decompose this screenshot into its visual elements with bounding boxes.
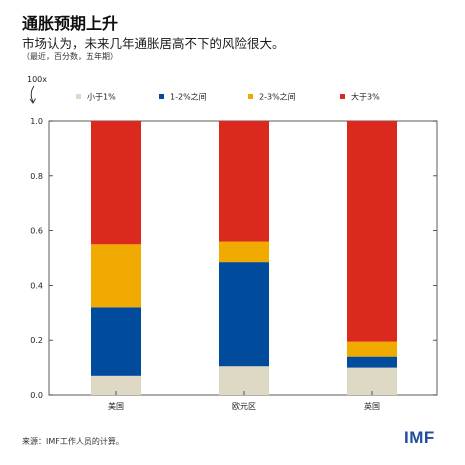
y-unit-label: 100x (27, 75, 47, 84)
legend-swatch (248, 94, 253, 99)
legend-label: 1-2%之间 (170, 92, 207, 102)
x-axis: 美国 欧元区 英国 (108, 391, 380, 411)
x-tick-label: 英国 (364, 401, 380, 411)
legend: 小于1% 1-2%之间 2-3%之间 大于3% (76, 92, 380, 102)
legend-label: 2-3%之间 (259, 92, 296, 102)
bar-segment (91, 121, 141, 245)
chart-note: （最近，百分数，五年期） (22, 52, 118, 61)
imf-logo: IMF (404, 428, 435, 447)
y-tick-label: 1.0 (30, 117, 43, 126)
bar-segment (219, 262, 269, 367)
y-tick-label: 0.0 (30, 391, 43, 400)
legend-swatch (340, 94, 345, 99)
legend-label: 大于3% (351, 92, 380, 102)
bar-segment (347, 356, 397, 368)
legend-swatch (76, 94, 81, 99)
bar-segment (347, 341, 397, 357)
legend-swatch (159, 94, 164, 99)
bar-segment (91, 307, 141, 376)
bar-segment (347, 367, 397, 395)
x-tick-label: 美国 (108, 401, 124, 411)
bar-segment (219, 366, 269, 395)
bar-segment (219, 241, 269, 263)
y-tick-label: 0.4 (30, 281, 43, 290)
bar-segment (219, 121, 269, 242)
chart-subtitle: 市场认为，未来几年通胀居高不下的风险很大。 (22, 36, 285, 51)
x-tick-label: 欧元区 (232, 401, 256, 411)
y-unit-arrowhead (29, 98, 36, 104)
y-tick-label: 0.6 (30, 227, 43, 236)
legend-label: 小于1% (87, 93, 116, 102)
y-unit-arrow (30, 85, 35, 103)
bar-segment (91, 244, 141, 308)
y-tick-label: 0.2 (30, 336, 43, 345)
bars (91, 121, 397, 395)
bar-segment (347, 121, 397, 342)
y-tick-label: 0.8 (30, 172, 43, 181)
chart-title: 通胀预期上升 (22, 14, 119, 33)
bar-segment (91, 375, 141, 395)
source-note: 来源：IMF工作人员的计算。 (22, 437, 124, 446)
